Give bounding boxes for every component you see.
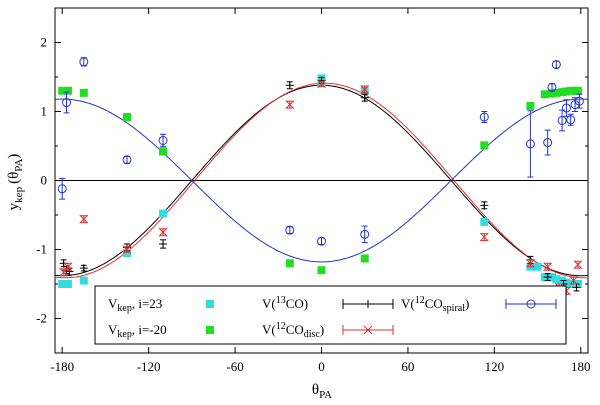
point-co12spiral	[360, 225, 370, 244]
marker-kep_im20	[573, 86, 582, 95]
legend-kep-i23-marker	[206, 300, 214, 308]
y-tick-label: 0	[41, 173, 48, 188]
point-co12spiral	[551, 60, 561, 70]
axis-ticks: -180 -120 -60 0 60 120 180 -2 -1 0 1 2	[36, 7, 591, 374]
legend-co12disc-symbol	[342, 325, 394, 335]
point-co12spiral	[79, 57, 89, 67]
point-co13	[543, 273, 552, 282]
point-co12spiral	[547, 82, 557, 92]
marker-kep_im20	[566, 86, 575, 95]
fit-curve-co12spiral	[54, 98, 589, 263]
legend-co13-symbol	[342, 299, 394, 309]
point-co12spiral	[122, 155, 132, 165]
legend: Vkep, i=23 Vkep, i=-20 V(13CO) V(12COdis…	[94, 285, 567, 345]
marker-kep_im20	[317, 266, 326, 275]
marker-kep_im20	[526, 101, 535, 110]
x-tick-label: 0	[318, 359, 325, 374]
marker-kep_i23	[63, 280, 72, 288]
y-tick-label: 1	[41, 104, 48, 119]
marker-kep_im20	[552, 88, 561, 97]
x-axis-title: θPA	[312, 382, 332, 401]
marker-kep_im20	[63, 86, 72, 95]
point-co12disc	[569, 276, 578, 285]
point-co12spiral	[57, 177, 67, 200]
legend-kep-im20-label: Vkep, i=-20	[108, 322, 167, 340]
point-co12spiral	[62, 91, 72, 114]
x-tick-label: -60	[226, 359, 243, 374]
marker-kep_im20	[159, 147, 168, 156]
marker-kep_im20	[58, 86, 67, 95]
legend-co12spiral-label: V(12COspiral)	[401, 295, 469, 314]
point-co12disc	[158, 227, 168, 237]
legend-kep-im20-marker	[206, 326, 214, 334]
x-tick-label: -180	[50, 359, 74, 374]
marker-kep_i23	[159, 209, 168, 218]
point-co12disc	[543, 262, 553, 272]
y-tick-label: -1	[36, 242, 47, 257]
x-tick-label: 60	[401, 359, 414, 374]
point-co12disc	[317, 79, 326, 89]
marker-kep_im20	[123, 113, 132, 122]
point-co13	[360, 93, 369, 102]
legend-co12disc-label: V(12COdisc)	[262, 321, 324, 340]
y-tick-label: -2	[36, 311, 47, 326]
legend-co13-label: V(13CO)	[262, 295, 308, 311]
marker-kep_im20	[547, 89, 556, 98]
point-co12spiral	[525, 110, 535, 178]
point-co13	[159, 239, 168, 249]
point-co12spiral	[317, 236, 326, 246]
point-co13	[480, 201, 489, 210]
marker-kep_im20	[480, 141, 489, 150]
point-co12spiral	[574, 93, 584, 109]
marker-kep_im20	[360, 254, 369, 263]
x-tick-label: 180	[571, 359, 591, 374]
point-co12spiral	[158, 133, 168, 148]
y-axis-title: ykep(θPA)	[6, 154, 25, 211]
legend-box	[94, 285, 567, 345]
marker-kep_im20	[285, 259, 294, 268]
marker-kep_i23	[562, 278, 571, 287]
marker-kep_im20	[562, 87, 571, 96]
point-co12spiral	[479, 111, 489, 124]
point-co12disc	[573, 260, 583, 270]
point-co12disc	[63, 262, 73, 272]
point-co12spiral	[566, 113, 576, 126]
point-co12spiral	[285, 225, 295, 235]
point-co12disc	[122, 245, 132, 254]
marker-kep_i23	[552, 275, 561, 284]
marker-kep_im20	[558, 88, 567, 97]
point-co12disc	[79, 214, 89, 224]
marker-kep_i23	[123, 248, 132, 257]
marker-kep_i23	[480, 217, 489, 226]
legend-kep-i23-label: Vkep, i=23	[108, 296, 162, 314]
point-co12spiral	[543, 129, 553, 156]
point-co13	[79, 264, 88, 273]
point-co12disc	[285, 100, 295, 109]
point-co12disc	[526, 258, 535, 268]
x-tick-label: 120	[485, 359, 505, 374]
legend-co12spiral-symbol	[505, 299, 557, 309]
data-markers	[57, 57, 584, 296]
point-co12spiral	[557, 109, 567, 132]
x-tick-label: -120	[137, 359, 161, 374]
y-tick-label: 2	[41, 35, 48, 50]
marker-kep_im20	[79, 88, 88, 97]
point-co12disc	[479, 232, 489, 242]
marker-kep_i23	[547, 273, 556, 282]
point-co12disc	[360, 85, 370, 94]
marker-kep_i23	[79, 276, 88, 285]
marker-kep_i23	[533, 262, 542, 271]
marker-kep_im20	[540, 90, 549, 99]
point-co13	[285, 81, 294, 90]
